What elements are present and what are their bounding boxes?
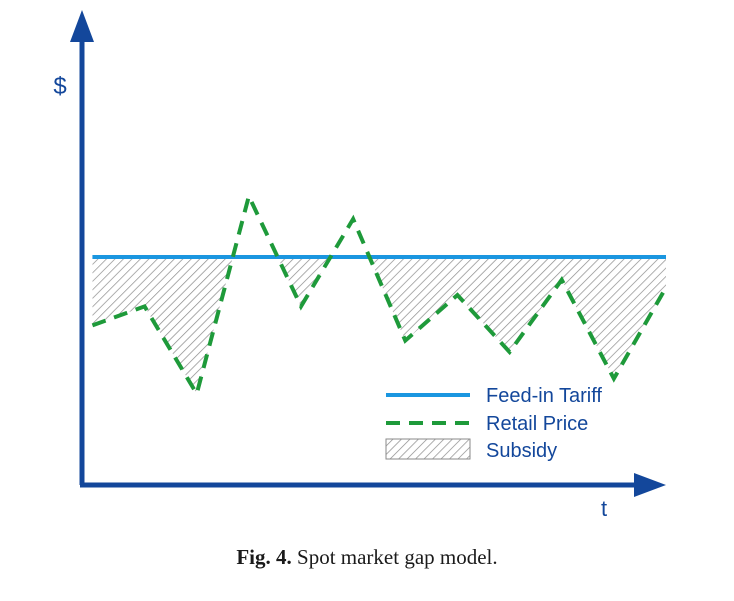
x-axis-label: t [601,496,607,521]
legend-feed-in-tariff-label: Feed-in Tariff [486,385,602,407]
x-axis-arrow [634,473,666,497]
subsidy-area [92,257,666,394]
retail-price-line [91,190,668,399]
y-axis-arrow [70,10,94,42]
legend-retail-price-label: Retail Price [486,413,588,435]
caption-label: Fig. 4. [236,545,292,569]
legend-subsidy-swatch [385,438,471,460]
legend-subsidy-label: Subsidy [486,440,557,462]
legend: Feed-in Tariff Retail Price Subsidy [385,385,602,462]
caption-text: Spot market gap model. [297,545,498,569]
y-axis-label: $ [53,73,66,100]
figure-caption: Fig. 4. Spot market gap model. [0,545,734,570]
